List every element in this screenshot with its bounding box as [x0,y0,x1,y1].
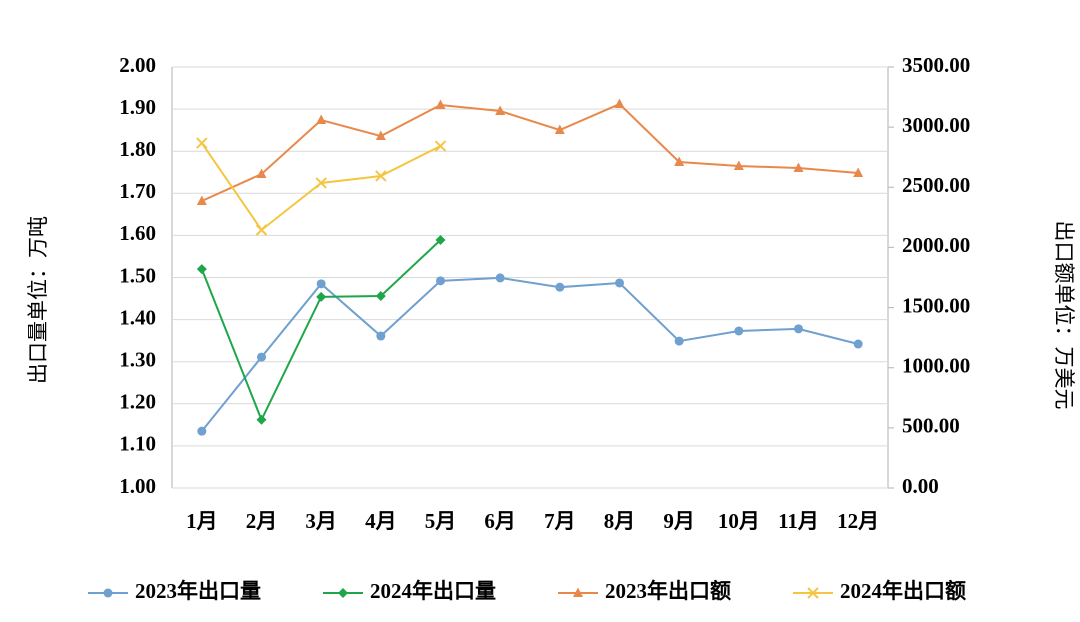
x-tick-label: 3月 [305,509,337,533]
point [674,336,684,346]
y-tick-label: 1.00 [119,474,156,498]
y-tick-label: 1.60 [119,221,156,245]
point [734,326,744,336]
point [615,278,624,288]
point [376,331,386,341]
point [435,235,446,246]
point [435,99,446,110]
point [196,137,208,149]
legend-label: 2024年出口量 [370,579,496,603]
point [853,167,864,177]
y2-tick-label: 2500.00 [902,173,970,197]
y2-tick-label: 3500.00 [902,53,970,77]
y2-tick-label: 1500.00 [902,293,970,317]
x-tick-label: 11月 [778,509,819,533]
point [733,160,744,170]
point [256,414,267,425]
y2-tick-label: 3000.00 [902,113,970,137]
legend-label: 2023年出口量 [135,579,261,603]
point [495,273,505,283]
y2-tick-label: 1000.00 [902,354,970,378]
point [255,224,268,236]
point [316,291,327,302]
point [436,276,445,286]
point [375,130,386,141]
point [554,124,565,135]
point [197,426,207,436]
series-line [201,276,859,432]
legend-marker [573,587,583,597]
x-tick-label: 9月 [663,509,695,533]
point [434,140,447,152]
y-tick-label: 1.30 [119,348,156,372]
point [315,177,327,189]
y-tick-label: 1.70 [119,179,156,203]
x-tick-label: 10月 [718,509,760,533]
y-tick-label: 1.80 [119,137,156,161]
y-tick-label: 2.00 [119,53,156,77]
y2-tick-label: 2000.00 [902,233,970,257]
y-tick-label: 1.20 [119,390,156,414]
y2-axis-label: 出口额单位：万美元 [1052,221,1076,410]
point [793,162,804,173]
x-tick-label: 7月 [544,509,576,533]
series-line [200,239,442,423]
point [495,105,506,116]
y-tick-label: 1.10 [119,432,156,456]
point [853,339,863,349]
point [196,195,207,205]
x-tick-label: 8月 [604,509,636,533]
series-line [201,102,859,202]
point [196,264,207,275]
series-line [201,142,441,232]
point [257,352,266,362]
legend-marker [338,588,348,598]
point [256,168,267,179]
x-tick-label: 5月 [425,509,457,533]
point [794,324,803,334]
y-tick-label: 1.40 [119,305,156,329]
point [614,98,625,109]
point [316,279,326,289]
point [375,291,386,302]
x-tick-label: 2月 [246,509,278,533]
x-tick-label: 4月 [365,509,397,533]
legend-marker [103,588,113,598]
y2-tick-label: 500.00 [902,414,960,438]
y-tick-label: 1.50 [119,263,156,287]
x-tick-label: 6月 [484,509,516,533]
y2-tick-label: 0.00 [902,474,939,498]
legend-label: 2024年出口额 [840,579,966,603]
x-tick-label: 1月 [186,509,218,533]
legend-label: 2023年出口额 [605,579,731,603]
y-axis-label: 出口量单位：万吨 [26,216,50,384]
legend-marker [807,587,819,599]
y-tick-label: 1.90 [119,95,156,119]
point [555,282,565,292]
point [375,170,387,182]
point [316,114,327,125]
point [674,156,685,167]
x-tick-label: 12月 [837,509,879,533]
